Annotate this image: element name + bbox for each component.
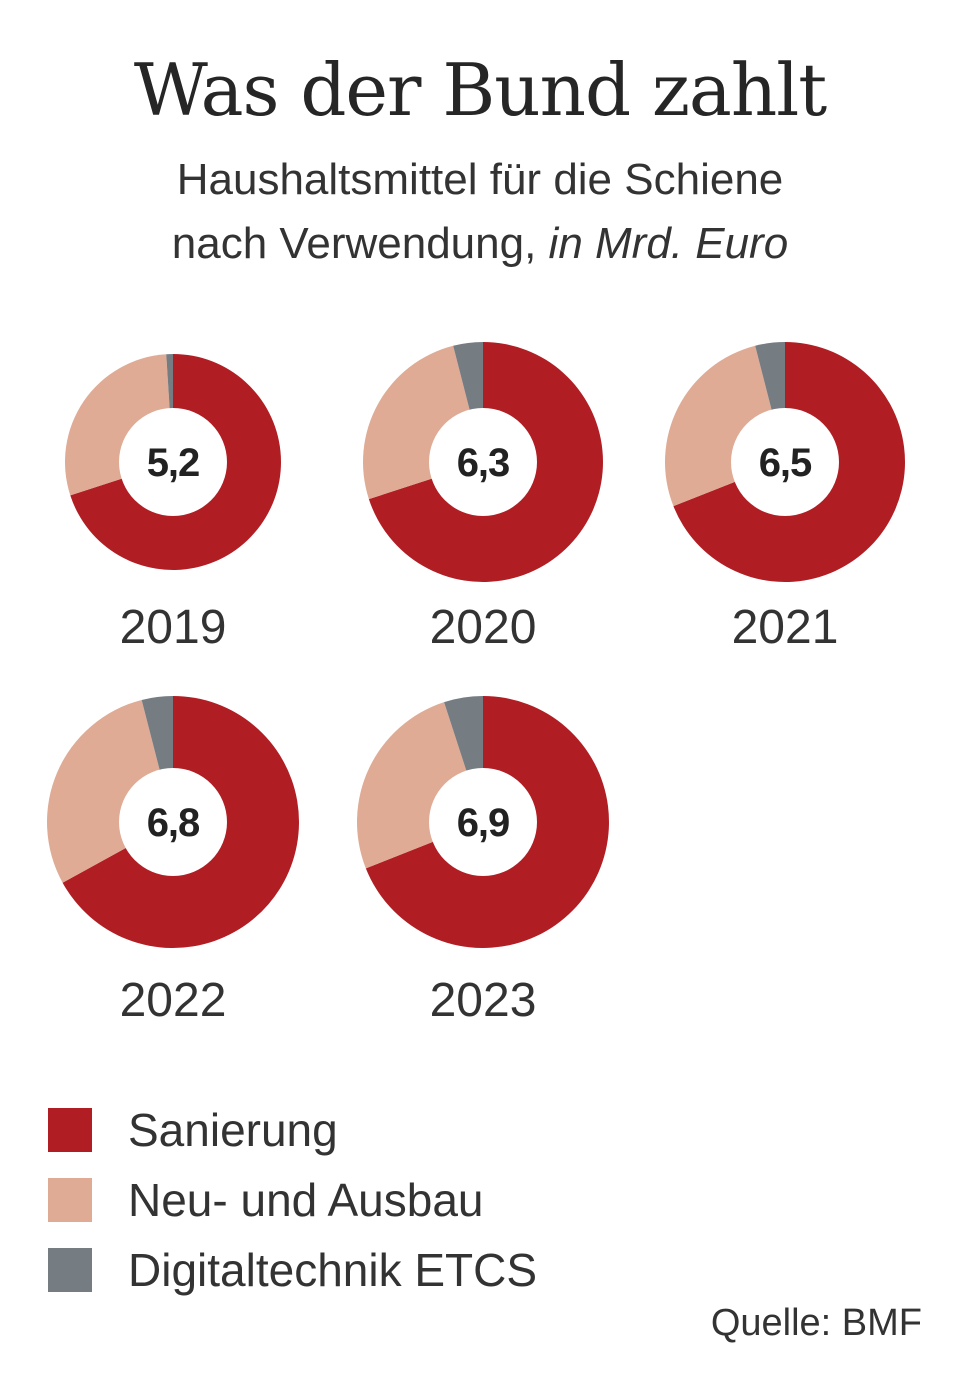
legend-item-neu-ausbau: Neu- und Ausbau xyxy=(48,1165,537,1235)
subtitle-unit: in Mrd. Euro xyxy=(548,219,789,268)
donut-2020: 6,3 2020 xyxy=(363,342,603,654)
total-label-2023: 6,9 xyxy=(457,801,510,845)
donut-2021: 6,5 2021 xyxy=(665,342,905,654)
total-label-2020: 6,3 xyxy=(457,441,510,485)
donut-2022: 6,8 2022 xyxy=(46,696,299,1027)
donut-hole-2019 xyxy=(119,408,227,516)
donut-2023: 6,9 2023 xyxy=(357,696,610,1027)
donut-2019: 5,2 2019 xyxy=(64,354,281,654)
year-label-2023: 2023 xyxy=(430,974,537,1027)
chart-title: Was der Bund zahlt xyxy=(133,48,827,132)
subtitle-line-2: nach Verwendung, in Mrd. Euro xyxy=(60,212,900,276)
legend-swatch-neu-ausbau xyxy=(48,1178,92,1222)
year-label-2020: 2020 xyxy=(430,601,537,654)
source-note: Quelle: BMF xyxy=(710,1302,922,1344)
donut-charts: 5,2 2019 6,3 2020 6,5 2021 6,8 2022 6,9 2023 xyxy=(46,342,905,1027)
legend-label-neu-ausbau: Neu- und Ausbau xyxy=(128,1174,484,1226)
legend-swatch-etcs xyxy=(48,1248,92,1292)
legend: Sanierung Neu- und Ausbau Digitaltechnik… xyxy=(48,1095,537,1305)
year-label-2022: 2022 xyxy=(120,974,227,1027)
subtitle-text: nach Verwendung, xyxy=(171,219,537,268)
donut-hole-2021 xyxy=(731,408,839,516)
year-label-2019: 2019 xyxy=(120,601,227,654)
donut-hole-2022 xyxy=(119,768,227,876)
legend-item-etcs: Digitaltechnik ETCS xyxy=(48,1235,537,1305)
legend-label-etcs: Digitaltechnik ETCS xyxy=(128,1244,538,1296)
donut-hole-2023 xyxy=(429,768,537,876)
total-label-2021: 6,5 xyxy=(759,441,812,485)
chart-subtitle: Haushaltsmittel für die Schiene nach Ver… xyxy=(60,148,900,276)
donut-hole-2020 xyxy=(429,408,537,516)
total-label-2019: 5,2 xyxy=(147,441,200,485)
total-label-2022: 6,8 xyxy=(147,801,200,845)
legend-label-sanierung: Sanierung xyxy=(128,1104,338,1156)
subtitle-line-1: Haushaltsmittel für die Schiene xyxy=(176,155,784,204)
year-label-2021: 2021 xyxy=(732,601,839,654)
legend-swatch-sanierung xyxy=(48,1108,92,1152)
legend-item-sanierung: Sanierung xyxy=(48,1095,537,1165)
